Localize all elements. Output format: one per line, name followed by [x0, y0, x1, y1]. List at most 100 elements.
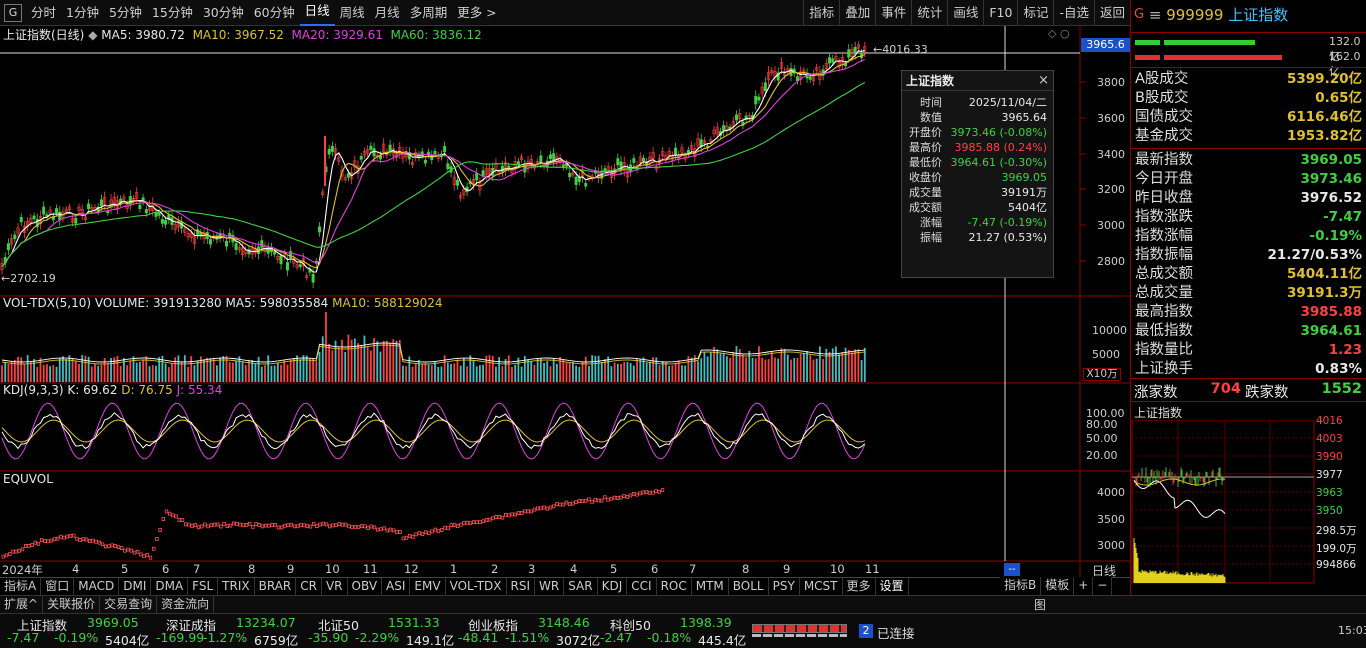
period-tab[interactable]: 30分钟: [202, 4, 244, 20]
toolbar-button[interactable]: 画线: [947, 0, 983, 26]
indicator-tab[interactable]: VOL-TDX: [446, 578, 507, 595]
indicator-tab[interactable]: RSI: [507, 578, 536, 595]
indicator-tab[interactable]: VR: [322, 578, 348, 595]
equvol-box: [571, 501, 575, 506]
sub-tab[interactable]: 交易查询: [100, 596, 158, 613]
connection-status[interactable]: 已连接: [877, 626, 915, 641]
indicator-tab[interactable]: 更多: [843, 578, 876, 595]
toolbar-button[interactable]: 指标: [803, 0, 839, 26]
chart-area[interactable]: [0, 26, 1130, 577]
indicator-tab[interactable]: FSL: [188, 578, 219, 595]
indicator-tab[interactable]: ROC: [657, 578, 692, 595]
equvol-box: [286, 523, 290, 528]
indicator-tab[interactable]: TRIX: [218, 578, 255, 595]
toolbar-button[interactable]: -自选: [1053, 0, 1094, 26]
equvol-box: [427, 531, 431, 536]
candle-body: [459, 194, 463, 199]
period-tab[interactable]: 更多 >: [457, 4, 497, 20]
candle-body: [702, 140, 706, 145]
equvol-box: [91, 538, 95, 543]
indicator-tab[interactable]: 设置: [876, 578, 909, 595]
indicator-tab[interactable]: SAR: [564, 578, 598, 595]
menu-icon[interactable]: ≡: [1148, 5, 1162, 24]
indicator-tab[interactable]: BOLL: [729, 578, 769, 595]
toolbar-button[interactable]: 叠加: [839, 0, 875, 26]
app-logo-icon[interactable]: G: [4, 3, 22, 22]
period-tab[interactable]: 5分钟: [108, 4, 142, 20]
toolbar-button[interactable]: 标记: [1017, 0, 1053, 26]
sub-tab[interactable]: 资金流向: [157, 596, 215, 613]
intraday-mini-chart[interactable]: [1130, 420, 1366, 585]
candle-body: [122, 196, 126, 200]
period-tab[interactable]: 月线: [374, 4, 400, 20]
equvol-box: [337, 522, 341, 527]
indicator-tab[interactable]: CCI: [627, 578, 657, 595]
equvol-box: [222, 521, 226, 526]
indicator-tab[interactable]: KDJ: [598, 578, 628, 595]
toolbar-button[interactable]: 事件: [875, 0, 911, 26]
period-tab[interactable]: 分时: [31, 4, 57, 20]
equvol-box: [20, 547, 25, 552]
toolbar-button[interactable]: 统计: [911, 0, 947, 26]
close-icon[interactable]: ×: [1038, 73, 1049, 88]
period-tab[interactable]: 日线: [299, 0, 335, 26]
equvol-box: [356, 525, 361, 530]
tooltip-row: 最高价 3985.88 (0.24%): [902, 140, 1053, 155]
ticker-name[interactable]: 创业板指: [468, 618, 519, 633]
indicator-tab-right[interactable]: 模板: [1041, 577, 1075, 595]
stat-row: 指数量比 1.23: [1132, 341, 1366, 360]
candle-body: [427, 151, 431, 156]
mini-y-label: 4003: [1316, 433, 1343, 445]
settings-diamond-icon[interactable]: ◆: [88, 28, 102, 42]
indicator-tab[interactable]: PSY: [769, 578, 800, 595]
x-axis-label: 7: [193, 562, 201, 576]
ticker-name[interactable]: 深证成指: [166, 618, 217, 633]
indicator-tab[interactable]: MTM: [692, 578, 729, 595]
sub-tab[interactable]: 关联报价: [43, 596, 101, 613]
indicator-tab[interactable]: DMI: [119, 578, 152, 595]
indicator-tab-right[interactable]: +: [1074, 577, 1094, 595]
vol-ma5: MA5: 598035584: [225, 296, 329, 310]
indicator-tab[interactable]: ASI: [382, 578, 411, 595]
chart-nav-icons[interactable]: ◇ ○: [1048, 27, 1070, 40]
period-tab[interactable]: 60分钟: [253, 4, 295, 20]
equvol-box: [123, 548, 127, 553]
indicator-tab[interactable]: CR: [296, 578, 322, 595]
ticker-name[interactable]: 上证指数: [17, 618, 68, 633]
ticker-change: -169.99: [156, 630, 205, 645]
ticker-name[interactable]: 北证50: [318, 618, 359, 633]
indicator-tab[interactable]: EMV: [410, 578, 446, 595]
indicator-tab[interactable]: BRAR: [255, 578, 297, 595]
period-tab[interactable]: 多周期: [409, 4, 448, 20]
ticker-price: 13234.07: [236, 615, 296, 630]
indicator-tab[interactable]: WR: [535, 578, 565, 595]
equvol-box: [484, 518, 489, 522]
kline-chart-canvas[interactable]: [0, 26, 1130, 577]
ticker-name[interactable]: 科创50: [610, 618, 651, 633]
chart-icon-label[interactable]: 图: [1034, 598, 1047, 612]
indicator-tab[interactable]: OBV: [348, 578, 383, 595]
toolbar-button[interactable]: 返回: [1093, 0, 1130, 26]
candle-body: [388, 144, 392, 152]
toolbar-button[interactable]: F10: [983, 0, 1017, 26]
period-tab[interactable]: 15分钟: [151, 4, 193, 20]
indicator-tab-right[interactable]: 指标B: [1000, 577, 1042, 595]
equvol-box: [651, 490, 655, 495]
indicator-tab[interactable]: 窗口: [41, 578, 75, 595]
market-breadth-bar-2: [752, 634, 847, 637]
indicator-tab[interactable]: MCST: [800, 578, 843, 595]
equvol-box: [14, 549, 18, 554]
tooltip-key: 最低价: [909, 156, 942, 169]
indicator-tab-right[interactable]: −: [1093, 577, 1113, 595]
equvol-box: [334, 523, 338, 528]
sub-tab[interactable]: 扩展^: [0, 596, 44, 613]
bar-value-1: 132.0亿: [1329, 35, 1361, 63]
equvol-box: [523, 509, 527, 514]
indicator-tab[interactable]: DMA: [151, 578, 189, 595]
tooltip-row: 收盘价 3969.05: [902, 170, 1053, 185]
bar-value-2: 162.0亿: [1329, 50, 1361, 78]
period-tab[interactable]: 周线: [339, 4, 365, 20]
indicator-tab[interactable]: MACD: [74, 578, 120, 595]
indicator-tab[interactable]: 指标A: [0, 578, 42, 595]
period-tab[interactable]: 1分钟: [66, 4, 99, 20]
